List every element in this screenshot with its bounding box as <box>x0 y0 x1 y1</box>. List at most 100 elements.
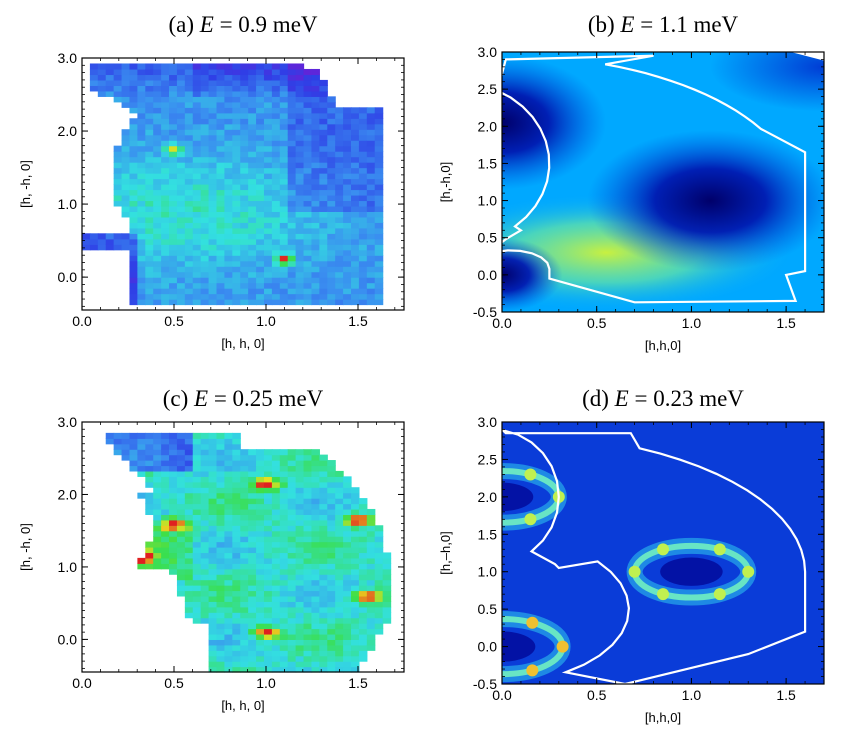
heatmap-cell <box>279 74 289 81</box>
heatmap-cell <box>263 288 273 295</box>
heatmap-cell <box>200 189 210 196</box>
heatmap-cell <box>161 90 170 97</box>
heatmap-cell <box>145 470 154 477</box>
heatmap-cell <box>248 639 257 646</box>
heatmap-cell <box>192 288 202 295</box>
heatmap-cell <box>192 547 202 554</box>
heatmap-cell <box>240 255 249 262</box>
heatmap-cell <box>366 612 376 619</box>
heatmap-cell <box>176 547 186 554</box>
heatmap-cell <box>129 162 138 169</box>
heatmap-cell <box>208 118 218 125</box>
heatmap-cell <box>327 465 336 472</box>
heatmap-cell <box>137 454 146 461</box>
heatmap-cell <box>295 90 305 97</box>
heatmap-cell <box>303 639 313 646</box>
heatmap-cell <box>366 579 376 586</box>
heatmap-cell <box>153 200 162 207</box>
heatmap-cell <box>279 628 289 635</box>
heatmap-cell <box>145 503 154 510</box>
heatmap-cell <box>358 612 368 619</box>
heatmap-cell <box>200 167 210 174</box>
heatmap-cell <box>176 590 186 597</box>
heatmap-cell <box>176 238 186 245</box>
heatmap-cell <box>200 107 210 114</box>
heatmap-cell <box>319 617 328 624</box>
heatmap-cell <box>343 167 352 174</box>
heatmap-cell <box>271 134 281 141</box>
heatmap-cell <box>335 244 344 251</box>
heatmap-cell <box>161 454 170 461</box>
heatmap-cell <box>240 293 249 300</box>
heatmap-cell <box>192 460 202 467</box>
heatmap-cell <box>232 470 241 477</box>
heatmap-cell <box>224 222 233 229</box>
heatmap-cell <box>208 200 218 207</box>
heatmap-cell <box>224 184 233 191</box>
heatmap-cell <box>248 173 257 180</box>
heatmap-cell <box>256 595 265 602</box>
heatmap-cell <box>271 623 281 630</box>
heatmap-cell <box>271 519 281 526</box>
heatmap-cell <box>192 216 202 223</box>
minimum <box>502 237 563 312</box>
heatmap-cell <box>216 271 226 278</box>
heatmap-cell <box>176 465 186 472</box>
heatmap-cell <box>256 211 265 218</box>
heatmap-cell <box>248 118 257 125</box>
heatmap-cell <box>295 244 305 251</box>
heatmap-cell <box>200 129 210 136</box>
heatmap-cell <box>287 74 297 81</box>
heatmap-cell <box>240 107 249 114</box>
heatmap-cell <box>216 449 226 456</box>
heatmap-cell <box>311 623 320 630</box>
heatmap-cell <box>184 222 194 229</box>
heatmap-cell <box>358 260 368 267</box>
heatmap-cell <box>351 503 360 510</box>
heatmap-cell <box>240 633 249 640</box>
heatmap-cell <box>216 498 226 505</box>
heatmap-cell <box>192 508 202 515</box>
edge-shade <box>710 52 824 112</box>
heatmap-cell <box>295 129 305 136</box>
heatmap-cell <box>358 563 368 570</box>
heatmap-cell <box>319 498 328 505</box>
heatmap-cell <box>192 205 202 212</box>
heatmap-cell <box>89 85 99 92</box>
heatmap-cell <box>232 184 241 191</box>
heatmap-cell <box>374 255 384 262</box>
heatmap-cell <box>200 525 210 532</box>
heatmap-cell <box>374 530 384 537</box>
heatmap-cell <box>169 299 178 306</box>
heatmap-cell <box>153 470 162 477</box>
heatmap-cell <box>303 145 313 152</box>
heatmap-cell <box>335 233 344 240</box>
heatmap-cell <box>224 282 233 289</box>
heatmap-cell <box>335 123 344 130</box>
heatmap-cell <box>358 503 368 510</box>
heatmap-cell <box>129 255 138 262</box>
heatmap-cell <box>208 266 218 273</box>
heatmap-cell <box>319 492 328 499</box>
heatmap-cell <box>295 487 305 494</box>
heatmap-cell <box>224 443 233 450</box>
heatmap-cell <box>358 536 368 543</box>
heatmap-cell <box>145 271 154 278</box>
heatmap-cell <box>232 476 241 483</box>
heatmap-cell <box>343 541 352 548</box>
heatmap-cell <box>192 601 202 608</box>
heatmap-cell <box>169 476 178 483</box>
heatmap-cell <box>358 200 368 207</box>
heatmap-cell <box>319 189 328 196</box>
heatmap-cell <box>319 238 328 245</box>
heatmap-cell <box>208 63 218 70</box>
heatmap-cell <box>208 508 218 515</box>
heatmap-cell <box>295 628 305 635</box>
heatmap-cell <box>327 107 336 114</box>
heatmap-cell <box>279 140 289 147</box>
heatmap-cell <box>216 530 226 537</box>
heatmap-cell <box>335 227 344 234</box>
heatmap-cell <box>113 162 123 169</box>
heatmap-cell <box>216 655 226 662</box>
heatmap-cell <box>224 266 233 273</box>
